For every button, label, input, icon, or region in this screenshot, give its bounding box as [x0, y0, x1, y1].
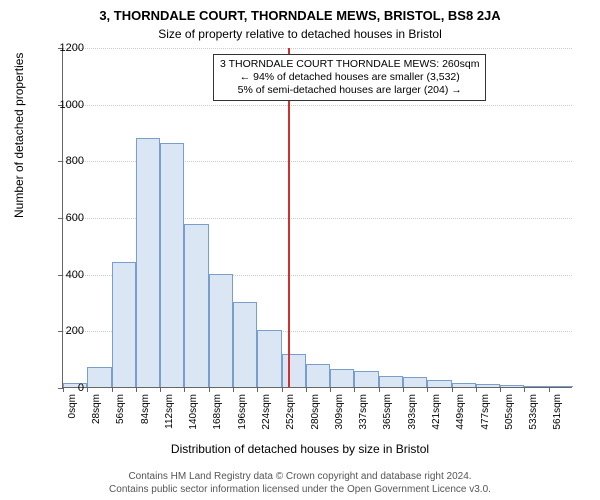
- histogram-bar: [379, 376, 403, 387]
- xtick-label: 337sqm: [358, 394, 369, 430]
- xtick-label: 84sqm: [140, 394, 151, 424]
- xtick-mark: [184, 387, 185, 392]
- histogram-bar: [403, 377, 427, 387]
- histogram-bar: [209, 274, 233, 387]
- xtick-label: 449sqm: [455, 394, 466, 430]
- xtick-label: 421sqm: [431, 394, 442, 430]
- xtick-mark: [354, 387, 355, 392]
- histogram-bar: [233, 302, 257, 387]
- xtick-mark: [403, 387, 404, 392]
- xtick-label: 196sqm: [237, 394, 248, 430]
- histogram-bar: [87, 367, 111, 387]
- histogram-bar: [330, 369, 354, 387]
- xtick-label: 224sqm: [261, 394, 272, 430]
- xtick-mark: [306, 387, 307, 392]
- annotation-box: 3 THORNDALE COURT THORNDALE MEWS: 260sqm…: [213, 54, 486, 101]
- xtick-mark: [209, 387, 210, 392]
- histogram-bar: [452, 383, 476, 387]
- xtick-mark: [282, 387, 283, 392]
- xtick-mark: [160, 387, 161, 392]
- ytick-label: 0: [44, 382, 84, 394]
- xtick-mark: [233, 387, 234, 392]
- footer-attribution: Contains HM Land Registry data © Crown c…: [0, 471, 600, 496]
- ytick-label: 1000: [44, 99, 84, 111]
- xtick-mark: [87, 387, 88, 392]
- xtick-label: 168sqm: [212, 394, 223, 430]
- xtick-label: 0sqm: [67, 394, 78, 418]
- xtick-mark: [427, 387, 428, 392]
- footer-line1: Contains HM Land Registry data © Crown c…: [0, 471, 600, 484]
- xtick-mark: [476, 387, 477, 392]
- xtick-label: 505sqm: [504, 394, 515, 430]
- histogram-bar: [282, 354, 306, 387]
- xtick-mark: [136, 387, 137, 392]
- ytick-label: 800: [44, 155, 84, 167]
- xtick-label: 309sqm: [334, 394, 345, 430]
- xtick-mark: [452, 387, 453, 392]
- histogram-bar: [524, 386, 548, 387]
- histogram-bar: [306, 364, 330, 387]
- annotation-line2: ← 94% of detached houses are smaller (3,…: [220, 71, 479, 84]
- grid-line: [63, 48, 572, 49]
- y-axis-label: Number of detached properties: [12, 53, 26, 218]
- xtick-mark: [257, 387, 258, 392]
- ytick-label: 1200: [44, 42, 84, 54]
- xtick-label: 56sqm: [115, 394, 126, 424]
- chart-title-desc: Size of property relative to detached ho…: [0, 23, 600, 47]
- plot-area: 0sqm28sqm56sqm84sqm112sqm140sqm168sqm196…: [62, 48, 572, 388]
- xtick-mark: [112, 387, 113, 392]
- xtick-mark: [379, 387, 380, 392]
- ytick-label: 200: [44, 325, 84, 337]
- xtick-label: 561sqm: [552, 394, 563, 430]
- ytick-label: 400: [44, 269, 84, 281]
- annotation-line3: 5% of semi-detached houses are larger (2…: [220, 84, 479, 97]
- xtick-mark: [524, 387, 525, 392]
- histogram-bar: [184, 224, 208, 387]
- xtick-mark: [549, 387, 550, 392]
- xtick-mark: [330, 387, 331, 392]
- histogram-bar: [549, 386, 573, 387]
- xtick-label: 112sqm: [164, 394, 175, 429]
- histogram-bar: [500, 385, 524, 387]
- xtick-mark: [500, 387, 501, 392]
- xtick-label: 393sqm: [407, 394, 418, 430]
- xtick-label: 252sqm: [285, 394, 296, 430]
- histogram-bar: [136, 138, 160, 387]
- histogram-bar: [160, 143, 184, 387]
- xtick-label: 533sqm: [528, 394, 539, 430]
- xtick-label: 365sqm: [382, 394, 393, 430]
- histogram-bar: [476, 384, 500, 387]
- histogram-bar: [112, 262, 136, 387]
- ytick-label: 600: [44, 212, 84, 224]
- histogram-bar: [257, 330, 281, 387]
- histogram-bar: [354, 371, 378, 387]
- grid-line: [63, 105, 572, 106]
- histogram-chart: 0sqm28sqm56sqm84sqm112sqm140sqm168sqm196…: [62, 48, 572, 388]
- histogram-bar: [427, 380, 451, 387]
- xtick-label: 280sqm: [310, 394, 321, 430]
- xtick-label: 28sqm: [91, 394, 102, 424]
- annotation-line1: 3 THORNDALE COURT THORNDALE MEWS: 260sqm: [220, 58, 479, 71]
- chart-title-address: 3, THORNDALE COURT, THORNDALE MEWS, BRIS…: [0, 0, 600, 23]
- x-axis-label: Distribution of detached houses by size …: [0, 442, 600, 456]
- xtick-label: 477sqm: [480, 394, 491, 430]
- footer-line2: Contains public sector information licen…: [0, 484, 600, 497]
- xtick-label: 140sqm: [188, 394, 199, 430]
